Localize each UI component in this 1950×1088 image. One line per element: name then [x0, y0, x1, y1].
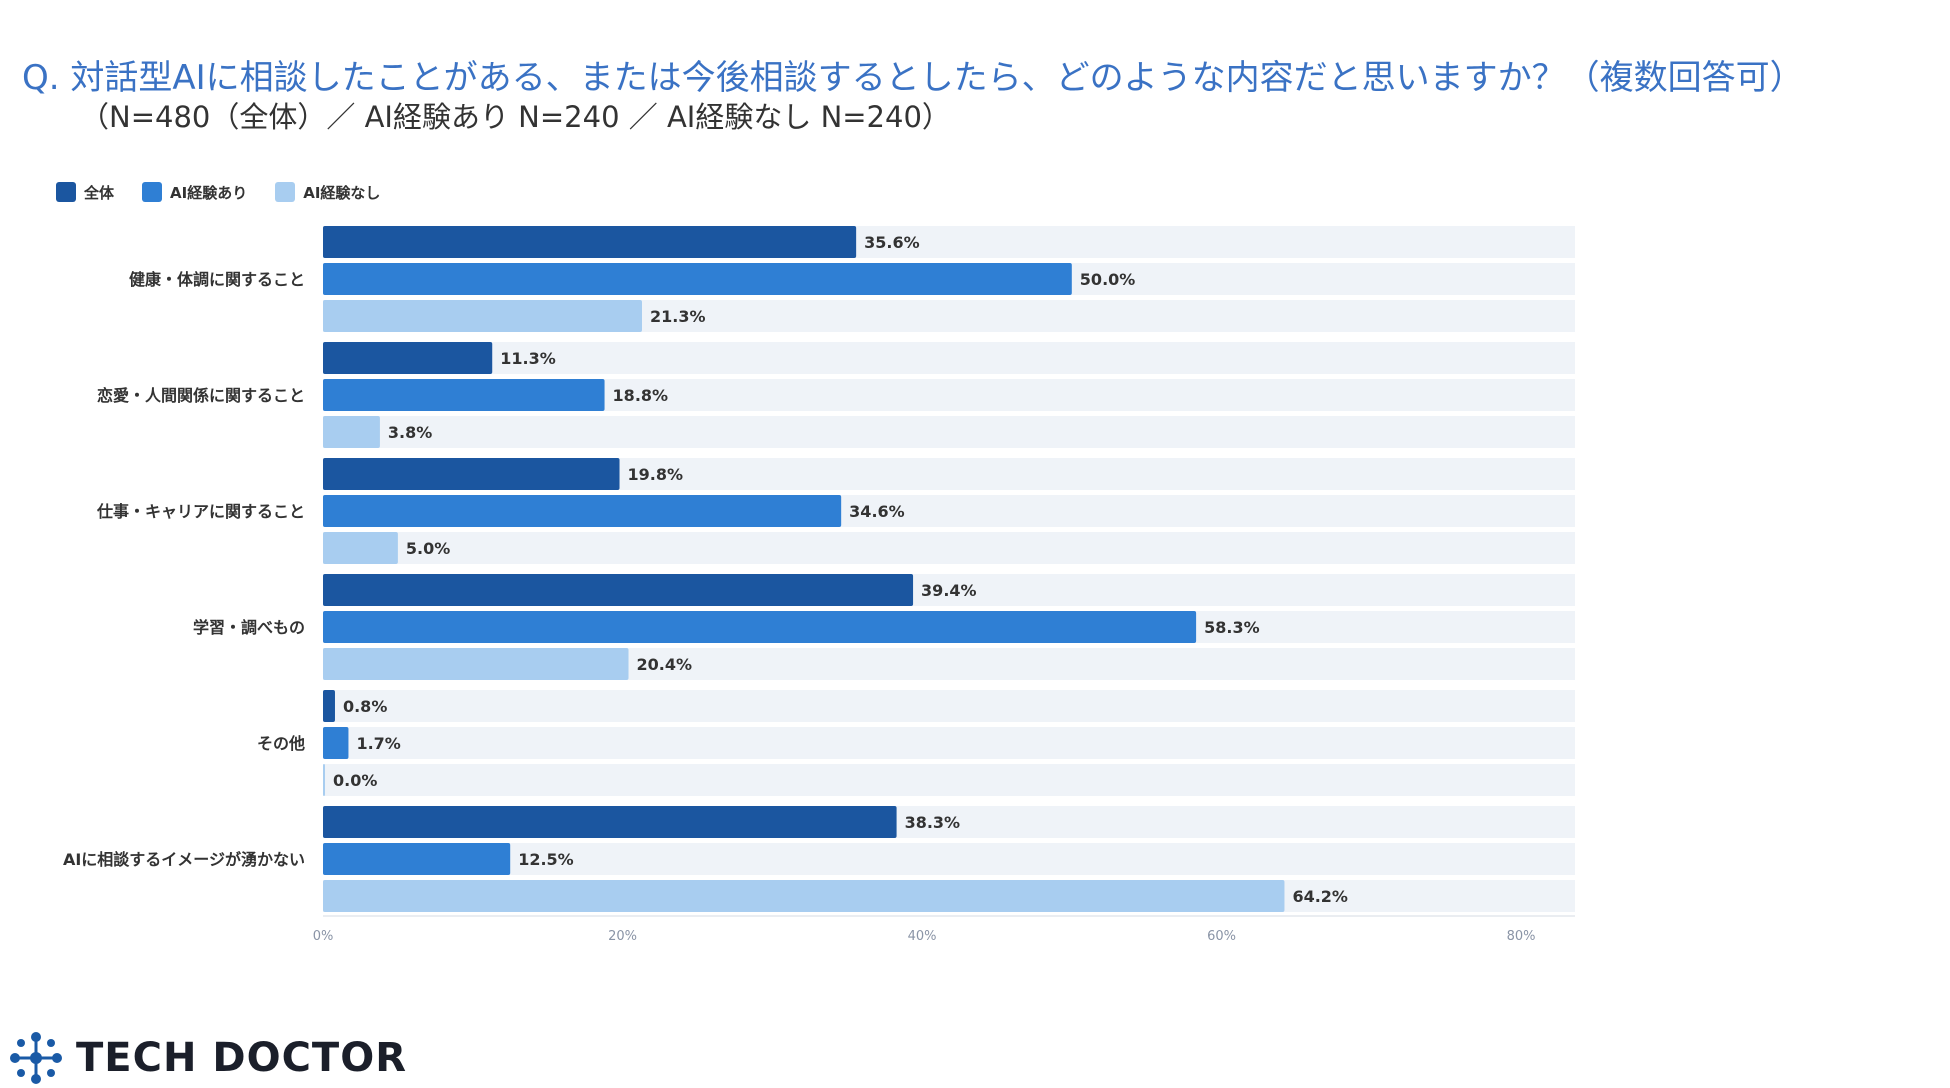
logo-text: TECH DOCTOR [76, 1035, 408, 1081]
bar-track [323, 416, 1575, 448]
legend-swatch-total [56, 182, 76, 202]
data-label: 64.2% [1292, 887, 1348, 906]
x-tick-label: 0% [313, 929, 334, 944]
category-label: 学習・調べもの [193, 618, 305, 637]
data-label: 20.4% [637, 655, 693, 674]
data-label: 3.8% [388, 423, 432, 442]
category-label: 恋愛・人間関係に関すること [97, 386, 305, 405]
bar-chart: 35.6% 50.0% 21.3% 健康・体調に関すること 11.3% 18.8% 3.8%… [63, 226, 1575, 944]
data-label: 50.0% [1080, 270, 1136, 289]
data-label: 21.3% [650, 307, 706, 326]
data-label: 1.7% [356, 734, 400, 753]
bar-track [323, 690, 1575, 722]
bar [323, 300, 642, 332]
bar [323, 226, 857, 258]
bar [323, 379, 605, 411]
molecule-icon [10, 1032, 62, 1084]
x-tick-label: 60% [1207, 929, 1236, 944]
bar [323, 532, 398, 564]
bar [323, 764, 325, 796]
x-tick-label: 40% [908, 929, 937, 944]
bar [323, 342, 493, 374]
bar [323, 263, 1072, 295]
data-label: 39.4% [921, 581, 977, 600]
data-label: 12.5% [518, 850, 574, 869]
category-label: 仕事・キャリアに関すること [96, 502, 305, 521]
data-label: 35.6% [864, 233, 920, 252]
data-label: 0.0% [333, 771, 377, 790]
legend-label-inexperienced: AI経験なし [303, 183, 381, 202]
bar [323, 648, 629, 680]
bar-track [323, 727, 1575, 759]
x-tick-label: 80% [1507, 929, 1536, 944]
data-label: 5.0% [406, 539, 450, 558]
legend-item-inexperienced: AI経験なし [275, 182, 380, 203]
sample-size-note: （N=480（全体）／ AI経験あり N=240 ／ AI経験なし N=240） [80, 100, 951, 134]
data-label: 34.6% [849, 502, 905, 521]
bar [323, 806, 897, 838]
category-label: 健康・体調に関すること [129, 270, 305, 289]
bar-track [323, 764, 1575, 796]
data-label: 0.8% [343, 697, 387, 716]
question-title: Q. 対話型AIに相談したことがある、または今後相談するとしたら、どのような内容… [22, 58, 1804, 98]
category-label: その他 [257, 734, 305, 753]
legend-swatch-experienced [142, 182, 163, 202]
bar-track [323, 342, 1575, 374]
legend-item-experienced: AI経験あり [142, 182, 247, 203]
bar [323, 574, 914, 606]
bar [323, 416, 380, 448]
bar [323, 495, 842, 527]
category-label: AIに相談するイメージが湧かない [63, 850, 305, 869]
bar [323, 880, 1285, 912]
data-label: 58.3% [1204, 618, 1260, 637]
legend-label-experienced: AI経験あり [170, 183, 248, 202]
bar [323, 727, 349, 759]
legend-item-total: 全体 [56, 182, 114, 203]
bar [323, 843, 511, 875]
bar [323, 690, 335, 722]
bar-track [323, 843, 1575, 875]
data-label: 38.3% [905, 813, 961, 832]
legend-swatch-inexperienced [275, 182, 296, 202]
data-label: 18.8% [613, 386, 669, 405]
bar-track [323, 532, 1575, 564]
bar [323, 611, 1197, 643]
x-tick-label: 20% [608, 929, 637, 944]
bar [323, 458, 620, 490]
data-label: 19.8% [628, 465, 684, 484]
legend-label-total: 全体 [84, 183, 115, 202]
legend: 全体 AI経験あり AI経験なし [56, 180, 380, 204]
brand-logo: TECH DOCTOR [6, 1028, 407, 1088]
data-label: 11.3% [500, 349, 556, 368]
